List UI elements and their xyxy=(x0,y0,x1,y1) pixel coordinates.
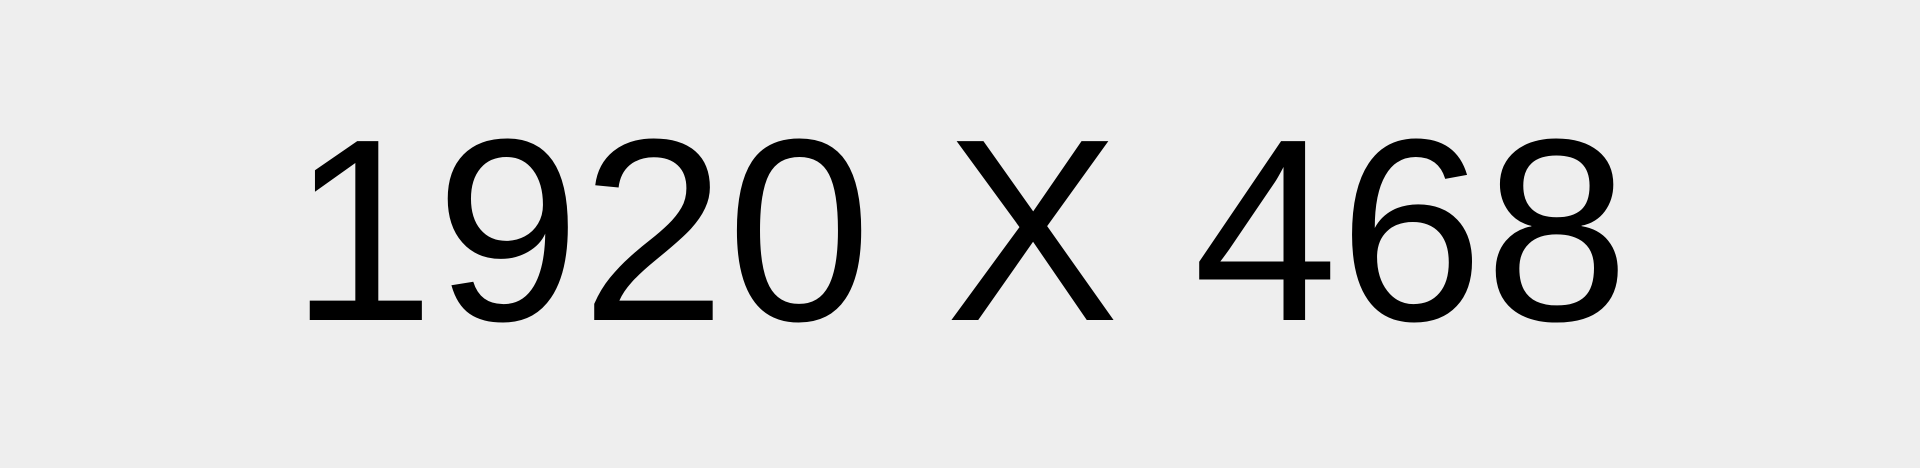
dimension-label: 1920 X 468 xyxy=(289,86,1631,376)
